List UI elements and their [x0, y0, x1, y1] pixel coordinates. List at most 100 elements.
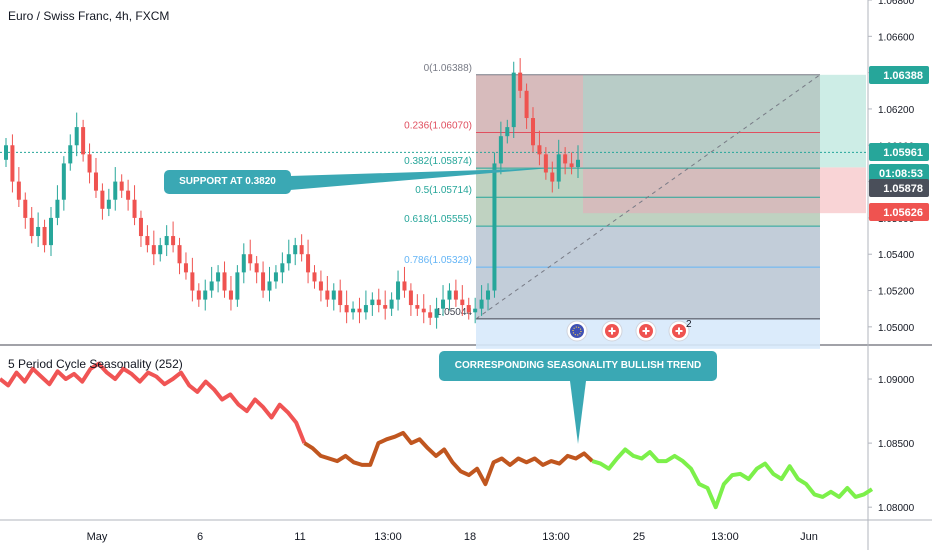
eur-stars	[572, 326, 582, 336]
candle-body-31	[203, 290, 208, 300]
fib-level-label-0: 0(1.06388)	[424, 63, 472, 74]
candle-body-20	[132, 199, 137, 218]
candle-body-54	[351, 308, 356, 313]
season-tick-label-1: 1.08500	[878, 439, 915, 450]
candle-body-61	[396, 281, 401, 300]
candle-body-87	[563, 154, 568, 164]
candle-body-79	[511, 72, 516, 128]
candle-body-74	[479, 299, 484, 309]
event-count-label: 2	[686, 319, 692, 330]
candle-body-34	[222, 272, 227, 291]
candle-body-55	[357, 308, 362, 313]
time-tick-label-7: 13:00	[711, 531, 739, 543]
event-marker-3	[668, 320, 690, 342]
time-tick-label-0: May	[87, 531, 108, 543]
candle-body-46	[299, 245, 304, 255]
candle-body-43	[280, 263, 285, 273]
candle-body-7	[48, 217, 53, 246]
candle-body-57	[370, 299, 375, 306]
fib-level-label-5: 0.786(1.05329)	[404, 255, 472, 266]
candle-body-80	[518, 72, 523, 91]
candle-body-41	[267, 281, 272, 291]
price-badge-stop	[869, 203, 929, 221]
candle-body-6	[42, 226, 47, 246]
season-segment-0	[0, 361, 307, 444]
candle-body-71	[460, 299, 465, 306]
candle-body-30	[196, 290, 201, 300]
candle-body-39	[254, 263, 259, 273]
candle-body-73	[473, 308, 478, 313]
candle-body-18	[119, 181, 124, 191]
candle-body-66	[428, 312, 433, 318]
support-annotation-tail	[290, 168, 551, 190]
candle-body-28	[183, 263, 188, 273]
candle-body-60	[389, 299, 394, 309]
candle-body-58	[376, 299, 381, 306]
time-tick-label-2: 11	[294, 531, 305, 543]
candle-body-19	[126, 190, 131, 200]
price-badge-current	[869, 143, 929, 161]
candle-body-88	[569, 163, 574, 168]
price-tick-label-1: 1.06600	[878, 32, 915, 43]
price-badge-label-entry: 1.05878	[883, 183, 923, 195]
fib-low-label: 1.05044	[436, 307, 473, 318]
candle-body-15	[100, 190, 105, 209]
candle-body-86	[556, 154, 561, 182]
price-badge-label-current: 1.05961	[883, 147, 923, 159]
season-segment-2	[591, 447, 874, 510]
event-marker-1	[601, 320, 623, 342]
price-badge-label-stop: 1.05626	[883, 207, 923, 219]
season-tick-label-2: 1.08000	[878, 503, 915, 514]
candle-body-82	[531, 118, 536, 146]
candle-body-45	[293, 245, 298, 255]
fib-level-label-2: 0.382(1.05874)	[404, 156, 472, 167]
candle-body-13	[87, 154, 92, 173]
candle-body-0	[4, 145, 8, 160]
candle-body-44	[286, 254, 291, 264]
candle-body-70	[453, 290, 458, 300]
price-badge-target	[869, 66, 929, 84]
candle-body-81	[524, 90, 529, 119]
price-tick-label-3: 1.06200	[878, 105, 915, 116]
fib-level-label-1: 0.236(1.06070)	[404, 121, 472, 132]
candle-body-2	[16, 181, 21, 200]
candle-body-63	[408, 290, 413, 306]
time-tick-label-6: 25	[633, 531, 645, 543]
candle-body-12	[81, 127, 86, 155]
time-tick-label-5: 13:00	[542, 531, 570, 543]
support-annotation[interactable]: SUPPORT AT 0.3820	[164, 170, 291, 194]
candle-body-40	[261, 272, 266, 291]
seasonality-annotation[interactable]: CORRESPONDING SEASONALITY BULLISH TREND	[439, 351, 717, 381]
candle-body-48	[312, 272, 317, 282]
candle-body-10	[68, 145, 73, 164]
time-tick-label-4: 18	[464, 531, 476, 543]
candle-body-65	[421, 308, 426, 313]
candle-body-75	[486, 290, 491, 300]
candle-body-84	[543, 154, 548, 173]
candle-body-14	[93, 172, 98, 191]
candle-body-4	[29, 217, 34, 237]
candle-body-72	[466, 305, 471, 313]
price-tick-label-0: 1.06800	[878, 0, 915, 7]
candle-body-25	[164, 236, 169, 246]
candle-body-33	[216, 272, 221, 282]
candle-body-35	[228, 290, 233, 300]
candle-body-89	[576, 159, 580, 168]
indicator-title: 5 Period Cycle Seasonality (252)	[8, 357, 183, 371]
candle-body-24	[158, 245, 163, 255]
season-segment-1	[303, 430, 594, 487]
candle-body-26	[171, 236, 176, 246]
price-badge-countdown	[869, 164, 929, 182]
price-tick-label-8: 1.05200	[878, 287, 915, 298]
fib-level-label-4: 0.618(1.05555)	[404, 214, 472, 225]
candle-body-68	[441, 299, 446, 309]
candle-body-69	[447, 290, 452, 300]
chf-cross-v-3	[678, 327, 680, 335]
candle-body-5	[36, 226, 41, 237]
candle-body-17	[113, 181, 118, 200]
candle-body-3	[23, 199, 28, 218]
candle-body-50	[325, 290, 330, 300]
candle-body-62	[402, 281, 407, 291]
candle-body-1	[10, 145, 15, 182]
